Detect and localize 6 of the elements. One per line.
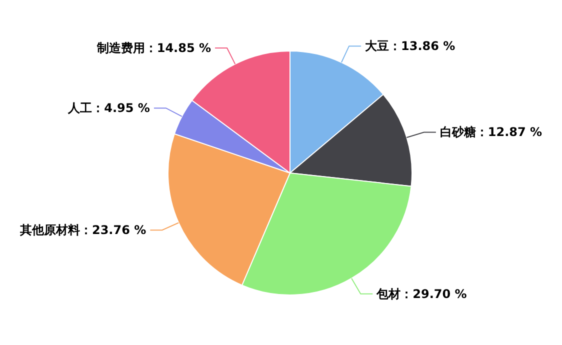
- slice-label: 包材：29.70 %: [376, 286, 467, 301]
- slice-label: 制造费用：14.85 %: [96, 40, 212, 55]
- slice-label: 白砂糖：12.87 %: [440, 125, 542, 140]
- slice-label: 其他原材料：23.76 %: [18, 223, 146, 238]
- slice-label: 大豆：13.86 %: [365, 39, 456, 54]
- slice-label: 人工：4.95 %: [67, 101, 150, 116]
